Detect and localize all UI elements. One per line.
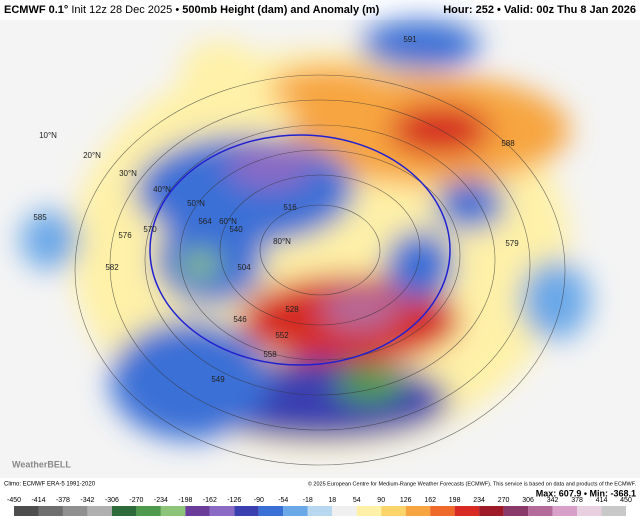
- colorbar-segment: [209, 506, 235, 516]
- colorbar-label: 90: [377, 497, 385, 504]
- colorbar-label: 234: [473, 497, 485, 504]
- map-label: 549: [211, 375, 225, 384]
- colorbar-segment: [381, 506, 406, 516]
- colorbar-segment: [332, 506, 357, 516]
- colorbar-label: -198: [178, 497, 192, 504]
- colorbar-label: -162: [203, 497, 217, 504]
- height-contours: [74, 74, 566, 466]
- colorbar-segment: [14, 506, 39, 516]
- colorbar-segment: [454, 506, 480, 516]
- product-name: 500mb Height (dam) and Anomaly (m): [182, 4, 379, 16]
- colorbar-segment: [160, 506, 186, 516]
- map-label: 588: [501, 139, 515, 148]
- colorbar-label: -414: [31, 497, 45, 504]
- colorbar-segment: [38, 506, 63, 516]
- climo-note: Climo: ECMWF ERA-5 1991-2020: [4, 482, 96, 488]
- forecast-hour: Hour: 252 •: [443, 4, 501, 16]
- map-label: 30°N: [119, 169, 137, 178]
- map-label: 585: [33, 213, 47, 222]
- colorbar-label: -450: [7, 497, 21, 504]
- map-label: 540: [229, 225, 243, 234]
- map-label: 582: [105, 263, 119, 272]
- max-min: Max: 607.9 • Min: -368.1: [536, 488, 636, 498]
- colorbar-label: 18: [328, 497, 336, 504]
- map-label: 576: [118, 231, 132, 240]
- colorbar-label: 306: [522, 497, 534, 504]
- colorbar-segment: [111, 506, 137, 516]
- colorbar-segment: [234, 506, 259, 516]
- colorbar-label: -306: [105, 497, 119, 504]
- colorbar-segment: [601, 506, 626, 516]
- map-label: 564: [198, 217, 212, 226]
- colorbar-label: 162: [424, 497, 436, 504]
- map-label: 60°N: [219, 217, 237, 226]
- valid-time: Valid: 00z Thu 8 Jan 2026: [504, 4, 636, 16]
- map-label: 20°N: [83, 151, 101, 160]
- colorbar-segment: [258, 506, 284, 516]
- colorbar-segment: [307, 506, 333, 516]
- copyright: © 2025 European Centre for Medium-Range …: [308, 480, 637, 487]
- colorbar-label: 342: [547, 497, 559, 504]
- map-label: 591: [403, 35, 417, 44]
- colorbar-label: -90: [254, 497, 264, 504]
- colorbar-label: -18: [303, 497, 313, 504]
- colorbar-segment: [185, 506, 210, 516]
- colorbar-segment: [356, 506, 382, 516]
- colorbar-segment: [577, 506, 602, 516]
- colorbar-label: 54: [353, 497, 361, 504]
- model-name: ECMWF 0.1°: [4, 4, 68, 16]
- map-label: 10°N: [39, 131, 57, 140]
- map-label: 504: [237, 263, 251, 272]
- colorbar-segment: [405, 506, 431, 516]
- colorbar-segment: [503, 506, 529, 516]
- colorbar-label: -234: [154, 497, 168, 504]
- colorbar-segment: [479, 506, 504, 516]
- colorbar-label: 126: [400, 497, 412, 504]
- colorbar-label: -378: [56, 497, 70, 504]
- map-label: 80°N: [273, 237, 291, 246]
- colorbar-label: -126: [227, 497, 241, 504]
- colorbar-label: 378: [571, 497, 583, 504]
- header-left: ECMWF 0.1° Init 12z 28 Dec 2025 • 500mb …: [4, 4, 380, 16]
- map-label: 558: [263, 350, 277, 359]
- map-label: 552: [275, 331, 289, 340]
- colorbar-label: 414: [596, 497, 608, 504]
- logo: WeatherBELL: [12, 459, 71, 469]
- map-label: 579: [505, 239, 519, 248]
- colorbar-label: -342: [80, 497, 94, 504]
- blue-contour: [149, 134, 451, 366]
- init-time: Init 12z 28 Dec 2025 •: [71, 4, 179, 16]
- colorbar-segment: [430, 506, 455, 516]
- colorbar-segment: [528, 506, 553, 516]
- colorbar-segment: [62, 506, 88, 516]
- colorbar-label: -270: [129, 497, 143, 504]
- map-label: 50°N: [187, 199, 205, 208]
- colorbar-label: 270: [498, 497, 510, 504]
- colorbar-label: 450: [620, 497, 632, 504]
- map-label: 40°N: [153, 185, 171, 194]
- map-label: 516: [283, 203, 297, 212]
- map-label: 546: [233, 315, 247, 324]
- colorbar-segment: [552, 506, 578, 516]
- colorbar-segment: [283, 506, 308, 516]
- map-label: 528: [285, 305, 299, 314]
- colorbar-segment: [87, 506, 112, 516]
- map-label: 570: [143, 225, 157, 234]
- colorbar-segment: [136, 506, 161, 516]
- header-right: Hour: 252 • Valid: 00z Thu 8 Jan 2026: [443, 4, 636, 16]
- colorbar-label: -54: [278, 497, 288, 504]
- colorbar-label: 198: [449, 497, 461, 504]
- anomaly-field: [20, 20, 590, 450]
